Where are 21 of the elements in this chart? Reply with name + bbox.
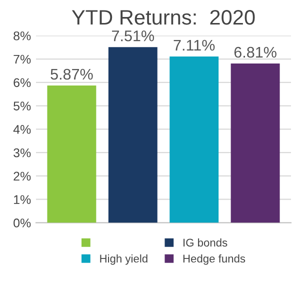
y-tick-label: 7% bbox=[14, 54, 31, 64]
y-tick-label: 8% bbox=[14, 31, 31, 40]
y-tick-label: 6% bbox=[14, 78, 31, 88]
y-tick-label: 2% bbox=[14, 172, 31, 181]
data-label: 5.87% bbox=[50, 68, 93, 80]
legend-label: Hedge funds bbox=[183, 254, 246, 265]
data-label: 6.81% bbox=[234, 46, 276, 58]
legend-label: IG bonds bbox=[184, 238, 228, 247]
y-tick-label: 1% bbox=[14, 195, 31, 204]
y-tick-label: 4% bbox=[13, 125, 31, 134]
bar bbox=[47, 85, 96, 223]
y-tick-label: 5% bbox=[14, 102, 31, 110]
chart-title: YTD Returns: 2020 bbox=[72, 10, 255, 25]
legend-label: High yield bbox=[100, 254, 148, 265]
bar bbox=[230, 63, 280, 223]
data-label: 7.51% bbox=[112, 30, 154, 42]
y-tick-label: 3% bbox=[14, 148, 31, 158]
bar bbox=[170, 56, 219, 223]
y-tick-label: 0% bbox=[14, 218, 31, 228]
bar bbox=[108, 47, 158, 223]
data-label: 7.11% bbox=[174, 40, 215, 51]
